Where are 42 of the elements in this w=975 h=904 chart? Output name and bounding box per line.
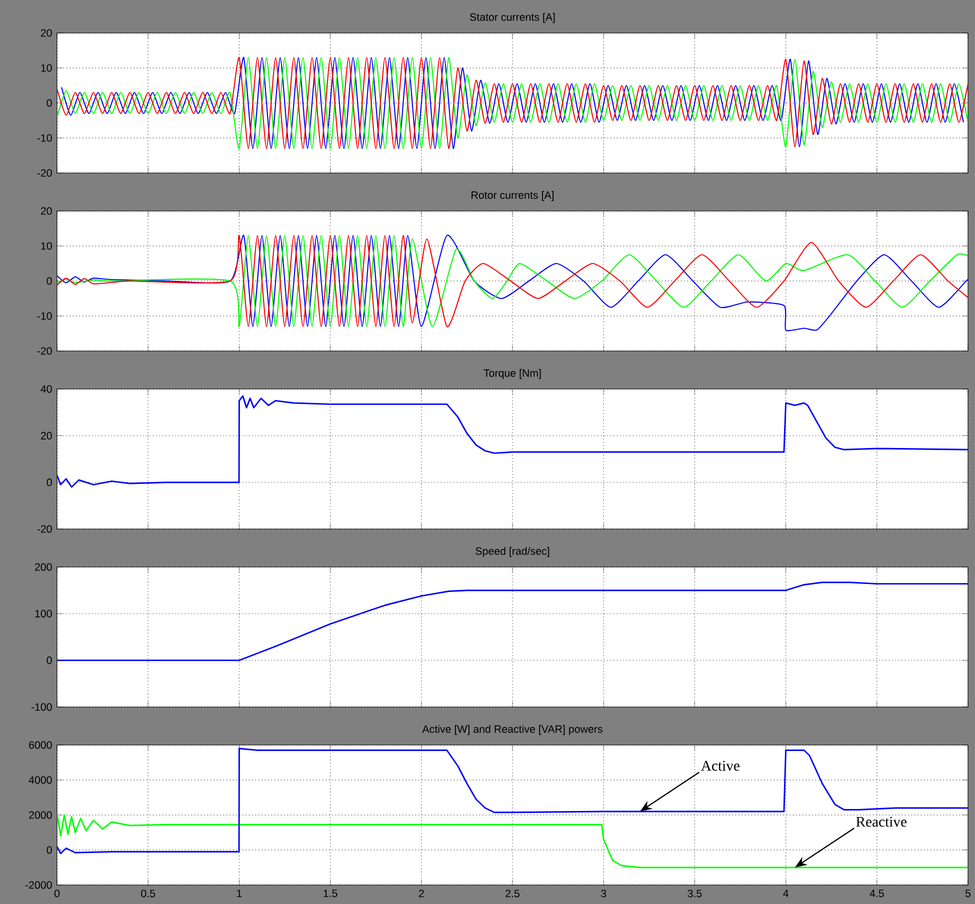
chart-title: Speed [rad/sec] [476, 547, 550, 557]
y-tick-label: 20 [40, 432, 52, 440]
y-tick-label: 4000 [28, 776, 52, 784]
y-tick-label: 0 [46, 277, 52, 285]
chart-title: Active [W] and Reactive [VAR] powers [422, 725, 602, 735]
x-tick-label: 0.5 [141, 890, 156, 898]
y-tick-label: 0 [46, 846, 52, 854]
y-tick-label: -10 [37, 312, 52, 320]
x-tick-label: 2 [418, 890, 424, 898]
x-tick-label: 4.5 [870, 890, 884, 898]
x-tick-label: 3.5 [688, 890, 702, 898]
y-tick-label: 10 [41, 64, 52, 72]
y-tick-label: 0 [46, 656, 52, 664]
line-series [57, 748, 968, 854]
y-tick-label: 0 [46, 478, 52, 486]
chart-title: Stator currents [A] [470, 13, 555, 23]
y-tick-label: 2000 [29, 811, 52, 819]
y-tick-label: -2000 [25, 881, 52, 889]
x-tick-label: 4 [783, 890, 788, 898]
y-tick-label: 20 [40, 207, 52, 215]
x-tick-label: 2.5 [506, 890, 520, 898]
x-tick-label: 5 [965, 890, 971, 898]
annotation: Active [701, 760, 740, 771]
chart-title: Torque [Nm] [484, 369, 541, 379]
x-tick-label: 1.5 [324, 890, 338, 898]
y-tick-label: 20 [40, 29, 52, 37]
y-tick-label: 40 [40, 385, 52, 393]
x-tick-label: 0 [54, 890, 60, 898]
y-tick-label: -100 [31, 703, 52, 711]
annotation: Reactive [856, 816, 907, 827]
y-tick-label: -20 [37, 347, 52, 355]
chart-title: Rotor currents [A] [472, 191, 554, 201]
y-tick-label: 6000 [29, 741, 52, 749]
y-tick-label: -10 [37, 134, 52, 142]
y-tick-label: 0 [46, 99, 52, 107]
x-tick-label: 3 [601, 890, 606, 898]
x-tick-label: 1 [237, 890, 242, 898]
y-tick-label: -20 [37, 525, 52, 533]
y-tick-label: 10 [41, 242, 52, 250]
y-tick-label: 100 [35, 610, 52, 618]
y-tick-label: 200 [35, 563, 52, 571]
y-tick-label: -20 [37, 169, 52, 177]
